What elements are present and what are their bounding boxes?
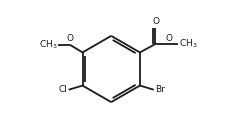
Text: Br: Br [155,85,165,94]
Text: CH$_3$: CH$_3$ [179,38,198,50]
Text: CH$_3$: CH$_3$ [39,39,57,51]
Text: O: O [152,17,159,26]
Text: O: O [66,34,73,43]
Text: Cl: Cl [59,85,68,94]
Text: O: O [165,34,172,43]
